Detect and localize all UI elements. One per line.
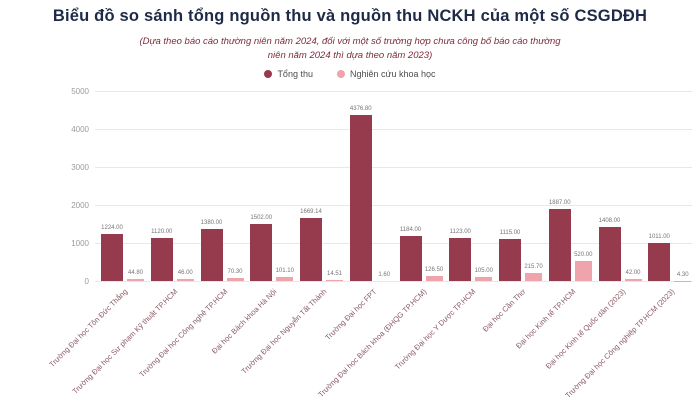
total-revenue-value-label: 1224.00 [101, 225, 123, 232]
research-revenue-value-label: 42.00 [625, 270, 641, 277]
legend-item-tong-thu[interactable]: Tổng thu [264, 69, 313, 79]
research-revenue-value-label: 126.50 [424, 267, 444, 274]
research-revenue-bar [226, 278, 244, 281]
legend-label: Tổng thu [277, 69, 313, 79]
total-revenue-bar [101, 234, 123, 281]
gridline-4000 [95, 129, 692, 130]
total-revenue-value-label: 1123.00 [449, 229, 471, 236]
research-revenue-bar [276, 277, 294, 281]
total-revenue-bar [449, 238, 472, 281]
total-revenue-value-label: 1380.00 [200, 219, 223, 226]
research-revenue-value-label: 14.51 [326, 271, 342, 278]
research-revenue-bar [624, 279, 642, 281]
y-axis-tick-0: 0 [84, 276, 89, 286]
gridline-0 [95, 281, 692, 282]
total-revenue-bar [150, 238, 173, 281]
research-revenue-value-label: 520.00 [574, 252, 593, 259]
total-revenue-bar [349, 114, 372, 281]
total-revenue-bar [250, 223, 273, 281]
total-revenue-value-label: 1115.00 [499, 229, 521, 236]
research-revenue-bar [127, 279, 144, 281]
total-revenue-value-label: 4376.80 [349, 105, 372, 112]
gridline-2000 [95, 205, 692, 206]
research-revenue-value-label: 1.60 [378, 271, 391, 278]
research-revenue-bar [475, 277, 493, 281]
legend-label: Nghiên cứu khoa học [349, 69, 436, 79]
research-revenue-bar [425, 276, 443, 281]
y-axis-tick-3000: 3000 [71, 162, 89, 172]
chart-subtitle-line1: (Dựa theo báo cáo thường niên năm 2024, … [139, 36, 561, 47]
total-revenue-value-label: 1120.00 [151, 229, 173, 236]
research-revenue-value-label: 4.30 [676, 271, 689, 278]
total-revenue-bar [399, 236, 422, 281]
total-revenue-bar [548, 209, 571, 281]
research-revenue-bar [326, 280, 343, 281]
y-axis-tick-5000: 5000 [71, 86, 89, 96]
y-axis-tick-4000: 4000 [71, 124, 89, 134]
total-revenue-value-label: 1408.00 [598, 218, 621, 225]
gridline-3000 [95, 167, 692, 168]
total-revenue-bar [300, 217, 322, 281]
research-revenue-value-label: 105.00 [474, 268, 493, 274]
legend-swatch-icon [336, 70, 345, 78]
total-revenue-value-label: 1184.00 [399, 227, 422, 233]
chart-legend: Tổng thu Nghiên cứu khoa học [0, 69, 700, 79]
legend-swatch-icon [264, 70, 273, 78]
gridline-5000 [95, 91, 692, 92]
total-revenue-bar [648, 242, 671, 281]
total-revenue-value-label: 1502.00 [250, 214, 273, 221]
chart-subtitle: (Dựa theo báo cáo thường niên năm 2024, … [0, 35, 700, 63]
total-revenue-bar [200, 228, 223, 281]
chart-subtitle-line2: niên năm 2024 thì dựa theo năm 2023) [267, 49, 433, 61]
y-axis-tick-2000: 2000 [71, 200, 89, 210]
total-revenue-value-label: 1669.14 [300, 208, 322, 215]
chart-title: Biểu đồ so sánh tổng nguồn thu và nguồn … [52, 7, 648, 25]
total-revenue-value-label: 1011.00 [648, 233, 670, 240]
research-revenue-value-label: 215.70 [524, 263, 543, 270]
total-revenue-value-label: 1887.00 [548, 200, 571, 207]
legend-item-nckh[interactable]: Nghiên cứu khoa học [336, 69, 436, 79]
total-revenue-bar [499, 238, 521, 281]
research-revenue-bar [525, 272, 542, 281]
gridline-1000 [95, 243, 692, 244]
total-revenue-bar [598, 227, 621, 281]
research-revenue-bar [176, 279, 194, 281]
research-revenue-bar [574, 261, 592, 281]
y-axis-tick-1000: 1000 [71, 238, 89, 248]
research-revenue-value-label: 70.30 [227, 269, 243, 276]
research-revenue-value-label: 44.80 [127, 270, 143, 277]
research-revenue-value-label: 101.10 [275, 268, 294, 275]
research-revenue-value-label: 46.00 [177, 270, 193, 277]
